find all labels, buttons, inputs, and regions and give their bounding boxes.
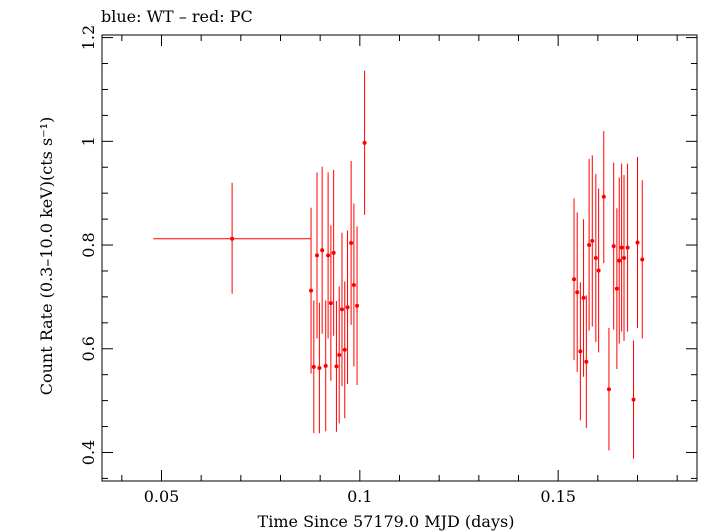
- data-point: [317, 302, 322, 434]
- data-marker: [339, 307, 344, 312]
- data-marker: [606, 387, 611, 392]
- data-point: [337, 286, 342, 424]
- data-point: [342, 281, 347, 419]
- data-marker: [590, 238, 595, 243]
- data-point: [362, 70, 367, 215]
- x-tick-label: 0.1: [347, 487, 372, 506]
- data-point: [606, 328, 611, 451]
- data-marker: [584, 359, 589, 364]
- data-point: [611, 162, 616, 330]
- data-marker: [596, 268, 601, 273]
- data-marker: [593, 256, 598, 260]
- data-marker: [331, 250, 336, 255]
- y-axis-label: Count Rate (0.3–10.0 keV)(cts s⁻¹): [37, 117, 56, 396]
- data-marker: [349, 240, 354, 245]
- data-marker: [351, 282, 356, 287]
- data-marker: [314, 253, 319, 258]
- data-point: [601, 130, 606, 264]
- data-marker: [614, 286, 619, 291]
- data-marker: [631, 397, 636, 402]
- data-marker: [575, 290, 580, 295]
- data-marker: [640, 257, 645, 262]
- data-point: [572, 198, 577, 361]
- data-marker: [328, 301, 333, 306]
- data-point: [622, 175, 627, 341]
- data-marker: [617, 258, 622, 263]
- x-tick-label: 0.05: [144, 487, 180, 506]
- data-marker: [622, 256, 627, 260]
- data-point: [614, 208, 619, 369]
- data-point: [593, 173, 598, 343]
- plot-frame: [101, 34, 698, 482]
- data-point: [328, 225, 333, 381]
- chart-title: blue: WT – red: PC: [101, 7, 253, 26]
- data-point: [334, 301, 339, 432]
- y-tick-label: 1: [79, 136, 98, 146]
- data-point: [635, 156, 640, 329]
- data-point: [596, 188, 601, 353]
- data-point: [578, 282, 583, 421]
- data-point: [617, 177, 622, 344]
- data-point: [631, 340, 636, 459]
- data-marker: [355, 303, 360, 308]
- data-point: [575, 212, 580, 373]
- data-marker: [572, 277, 577, 282]
- data-point: [590, 155, 595, 327]
- data-point: [345, 230, 350, 385]
- data-point: [625, 163, 630, 332]
- data-marker: [601, 194, 606, 199]
- y-tick-label: 0.8: [79, 232, 98, 257]
- y-axis-ticks: 0.4 0.6 0.8 1 1.2: [79, 25, 697, 479]
- data-marker: [317, 365, 322, 370]
- x-axis-label: Time Since 57179.0 MJD (days): [258, 512, 515, 531]
- data-point: [339, 232, 344, 387]
- data-series: [153, 70, 645, 459]
- x-tick-label: 0.15: [540, 487, 576, 506]
- data-point: [581, 219, 586, 377]
- data-marker: [326, 253, 331, 258]
- data-point: [355, 226, 360, 386]
- data-marker: [362, 140, 367, 145]
- data-marker: [320, 248, 325, 253]
- data-marker: [635, 240, 640, 245]
- data-point: [326, 172, 331, 339]
- data-marker: [334, 364, 339, 369]
- data-point: [153, 182, 312, 294]
- data-point: [314, 172, 319, 339]
- data-marker: [581, 295, 586, 300]
- data-point: [584, 295, 589, 429]
- y-tick-label: 1.2: [79, 25, 98, 50]
- data-marker: [309, 288, 314, 293]
- y-tick-label: 0.6: [79, 336, 98, 361]
- data-point: [349, 161, 354, 325]
- data-point: [619, 163, 624, 332]
- data-marker: [311, 364, 316, 369]
- data-marker: [625, 245, 630, 250]
- data-marker: [619, 245, 624, 250]
- data-point: [320, 166, 325, 334]
- data-marker: [337, 352, 342, 357]
- data-point: [309, 207, 314, 374]
- data-point: [351, 203, 356, 367]
- data-point: [311, 300, 316, 434]
- data-marker: [323, 363, 328, 368]
- data-marker: [578, 349, 583, 354]
- data-point: [640, 180, 645, 339]
- data-marker: [345, 305, 350, 310]
- y-tick-label: 0.4: [79, 440, 98, 465]
- data-point: [587, 158, 592, 331]
- data-marker: [611, 244, 616, 249]
- data-marker: [587, 243, 592, 248]
- data-marker: [230, 236, 235, 241]
- data-point: [331, 169, 336, 336]
- data-marker: [342, 347, 347, 352]
- x-axis-ticks: 0.05 0.1 0.15: [121, 35, 678, 506]
- data-point: [323, 300, 328, 432]
